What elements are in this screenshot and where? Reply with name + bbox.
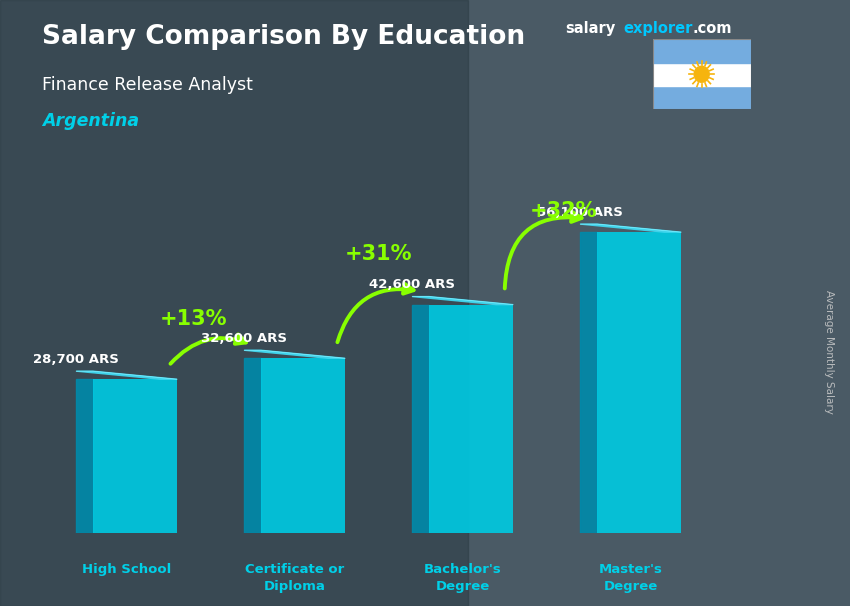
Text: +13%: +13% bbox=[160, 308, 228, 328]
Text: Average Monthly Salary: Average Monthly Salary bbox=[824, 290, 834, 413]
Circle shape bbox=[694, 66, 709, 82]
Text: Certificate or
Diploma: Certificate or Diploma bbox=[245, 563, 344, 593]
Bar bbox=[0, 0, 468, 606]
Text: Bachelor's
Degree: Bachelor's Degree bbox=[424, 563, 501, 593]
Bar bbox=[93, 379, 177, 533]
Bar bbox=[653, 39, 751, 62]
Polygon shape bbox=[412, 296, 513, 305]
Text: High School: High School bbox=[82, 563, 171, 576]
Text: explorer: explorer bbox=[623, 21, 693, 36]
Text: Master's
Degree: Master's Degree bbox=[598, 563, 663, 593]
Text: Salary Comparison By Education: Salary Comparison By Education bbox=[42, 24, 525, 50]
Text: +31%: +31% bbox=[345, 244, 412, 264]
Text: 32,600 ARS: 32,600 ARS bbox=[201, 332, 287, 345]
Polygon shape bbox=[76, 371, 177, 379]
Polygon shape bbox=[76, 379, 93, 533]
Text: 28,700 ARS: 28,700 ARS bbox=[33, 353, 119, 366]
Bar bbox=[261, 358, 345, 533]
Polygon shape bbox=[244, 358, 261, 533]
Polygon shape bbox=[581, 232, 597, 533]
Polygon shape bbox=[412, 305, 429, 533]
Bar bbox=[429, 305, 513, 533]
Text: .com: .com bbox=[693, 21, 732, 36]
Polygon shape bbox=[244, 350, 345, 358]
Text: Argentina: Argentina bbox=[42, 112, 139, 130]
Text: Finance Release Analyst: Finance Release Analyst bbox=[42, 76, 253, 94]
Bar bbox=[597, 232, 681, 533]
Text: +32%: +32% bbox=[530, 201, 598, 221]
Text: 42,600 ARS: 42,600 ARS bbox=[369, 278, 456, 291]
Bar bbox=[653, 62, 751, 86]
Bar bbox=[653, 86, 751, 109]
Polygon shape bbox=[581, 224, 681, 232]
Text: salary: salary bbox=[565, 21, 615, 36]
Text: 56,100 ARS: 56,100 ARS bbox=[537, 206, 623, 219]
